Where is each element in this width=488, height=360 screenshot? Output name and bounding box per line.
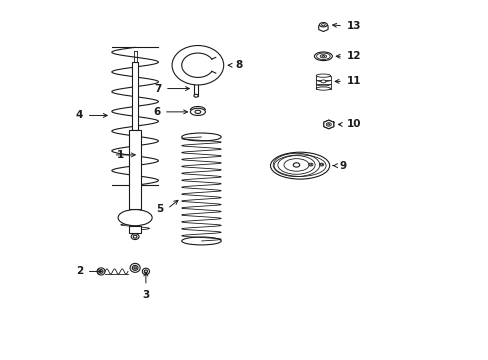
Bar — [316, 80, 330, 84]
Ellipse shape — [131, 234, 139, 239]
Text: 11: 11 — [346, 76, 361, 86]
Text: 5: 5 — [156, 204, 163, 214]
Polygon shape — [323, 120, 333, 129]
Ellipse shape — [327, 124, 329, 125]
Text: 1: 1 — [117, 150, 124, 160]
Ellipse shape — [132, 265, 138, 270]
Text: 10: 10 — [346, 120, 361, 129]
Text: 2: 2 — [76, 266, 83, 276]
Ellipse shape — [316, 53, 329, 59]
Ellipse shape — [316, 83, 330, 86]
Ellipse shape — [319, 163, 323, 166]
Ellipse shape — [195, 110, 201, 113]
Ellipse shape — [274, 155, 325, 176]
Ellipse shape — [142, 268, 149, 275]
Ellipse shape — [316, 78, 330, 82]
Ellipse shape — [97, 268, 105, 275]
Ellipse shape — [194, 94, 198, 97]
Bar — [129, 130, 141, 209]
Ellipse shape — [182, 237, 221, 245]
Ellipse shape — [270, 152, 329, 179]
Ellipse shape — [309, 164, 311, 165]
Ellipse shape — [172, 45, 223, 85]
Ellipse shape — [130, 264, 140, 273]
Bar — [316, 84, 330, 89]
Polygon shape — [318, 24, 327, 32]
Text: 13: 13 — [346, 21, 361, 31]
Ellipse shape — [182, 53, 214, 77]
Ellipse shape — [99, 270, 103, 273]
Ellipse shape — [308, 163, 312, 166]
Ellipse shape — [316, 87, 330, 90]
Bar — [194, 81, 198, 96]
Text: 8: 8 — [235, 60, 242, 70]
Ellipse shape — [320, 80, 325, 83]
Text: 12: 12 — [346, 51, 361, 61]
Ellipse shape — [320, 55, 326, 58]
Ellipse shape — [320, 164, 322, 165]
Ellipse shape — [314, 52, 332, 60]
Ellipse shape — [319, 23, 326, 27]
Ellipse shape — [134, 267, 136, 269]
Ellipse shape — [182, 133, 221, 141]
Ellipse shape — [144, 270, 147, 273]
Bar — [129, 226, 141, 233]
Ellipse shape — [321, 55, 324, 57]
Ellipse shape — [190, 108, 205, 116]
Ellipse shape — [194, 80, 198, 83]
Text: 3: 3 — [142, 291, 149, 301]
Bar — [132, 62, 138, 130]
Ellipse shape — [316, 74, 330, 77]
Text: 4: 4 — [76, 111, 83, 121]
Text: 9: 9 — [339, 161, 346, 171]
Bar — [316, 76, 330, 80]
Ellipse shape — [321, 24, 325, 26]
Ellipse shape — [293, 163, 299, 167]
Text: 6: 6 — [153, 107, 160, 117]
Ellipse shape — [118, 210, 152, 226]
Text: 7: 7 — [154, 84, 161, 94]
Ellipse shape — [133, 235, 137, 238]
Ellipse shape — [325, 123, 330, 126]
